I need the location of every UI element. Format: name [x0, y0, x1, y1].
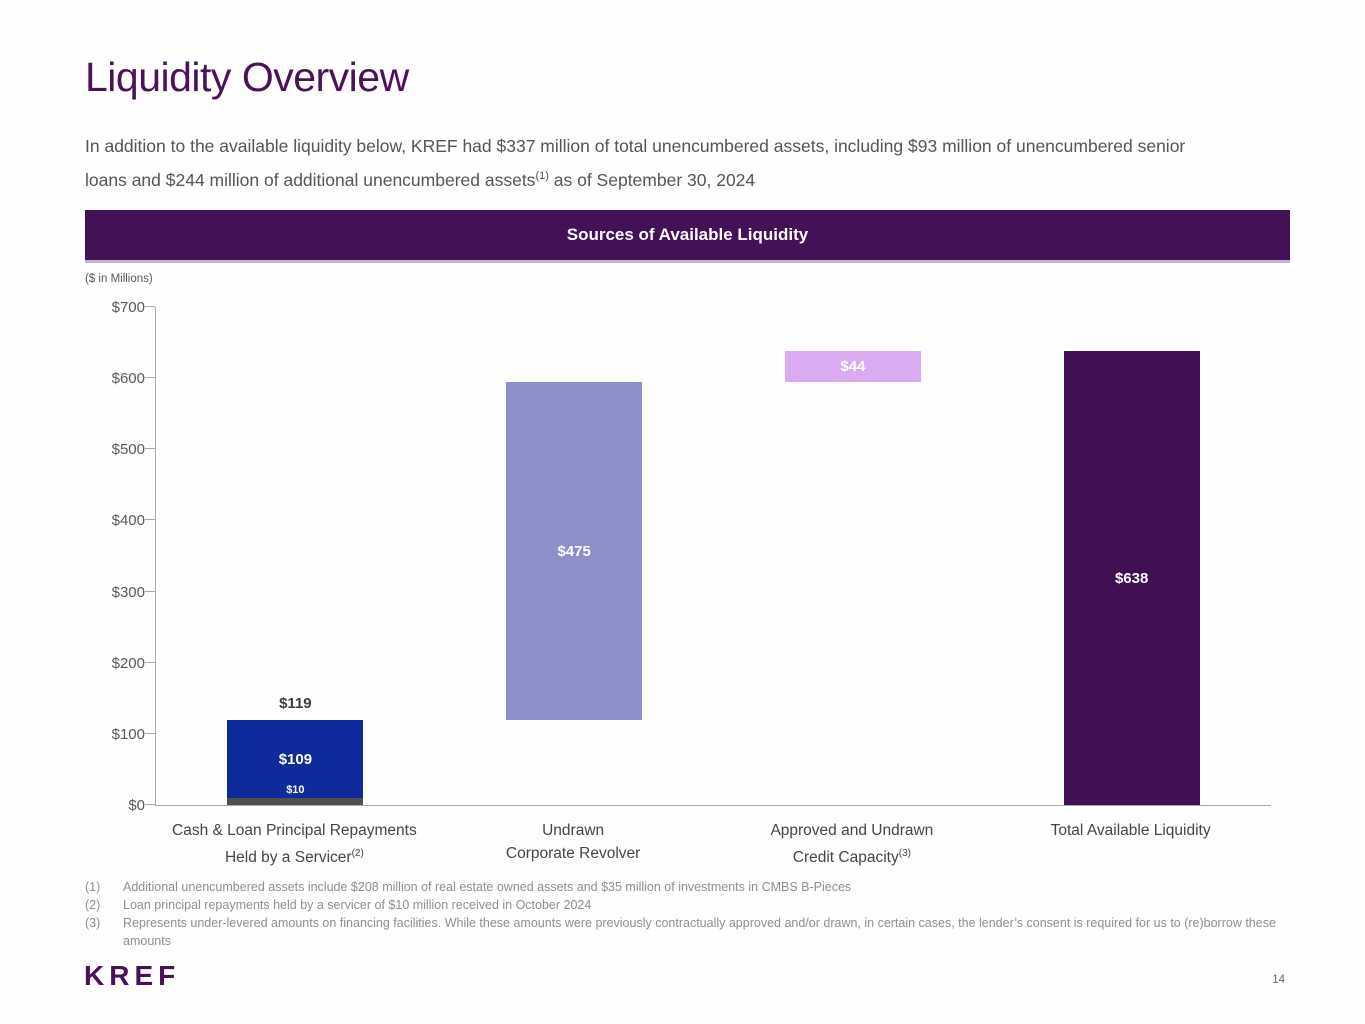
x-axis-category: Undrawn Corporate Revolver — [434, 819, 713, 869]
footnote-text: Additional unencumbered assets include $… — [123, 880, 852, 894]
y-tick-mark — [145, 804, 155, 805]
chart-banner-title: Sources of Available Liquidity — [566, 225, 809, 244]
footnote-number: (3) — [85, 916, 101, 930]
footnote-1: (1) Additional unencumbered assets inclu… — [85, 878, 1285, 896]
category-line: Approved and Undrawn — [770, 822, 934, 839]
y-tick-label: $600 — [111, 370, 145, 388]
units-label: ($ in Millions) — [85, 273, 153, 285]
bar-slot: $119 $10 $109 — [156, 307, 435, 805]
bar-segment: $475 — [506, 382, 643, 721]
footnote-text: Loan principal repayments held by a serv… — [123, 898, 592, 912]
bar-slot: $638 — [992, 307, 1271, 805]
category-line: Credit Capacity(3) — [792, 848, 911, 867]
page-title: Liquidity Overview — [85, 54, 409, 100]
y-tick-mark — [145, 732, 155, 734]
footnote-2: (2) Loan principal repayments held by a … — [85, 896, 1285, 914]
y-tick-mark — [145, 377, 155, 379]
bar-total-label: $119 — [279, 695, 312, 713]
intro-paragraph: In addition to the available liquidity b… — [85, 131, 1220, 195]
plot-area: $119 $10 $109 $475 $44 $638 — [155, 307, 1271, 806]
category-footnote-ref: (2) — [351, 848, 364, 859]
y-tick-label: $400 — [111, 512, 145, 530]
liquidity-chart: $0 $100 $200 $300 $400 $500 $600 $700 $119 $10 $1… — [85, 299, 1280, 866]
x-axis-labels: Cash & Loan Principal Repayments Held by … — [155, 819, 1270, 869]
y-tick-label: $300 — [111, 583, 145, 601]
bar-value-label: $109 — [278, 750, 313, 768]
bar: $638 — [1063, 351, 1200, 805]
category-line: Held by a Servicer(2) — [224, 848, 364, 867]
y-tick-label: $700 — [111, 299, 145, 316]
y-tick-mark — [145, 519, 155, 521]
x-axis-category: Total Available Liquidity — [991, 819, 1270, 869]
category-line: Cash & Loan Principal Repayments — [172, 822, 417, 839]
bar: $475 — [506, 382, 643, 721]
bar-value-label: $475 — [557, 542, 591, 560]
category-line: Total Available Liquidity — [1050, 822, 1211, 839]
footnote-number: (1) — [85, 880, 101, 894]
bar-segment: $638 — [1063, 351, 1200, 805]
intro-text-date: as of September 30, 2024 — [548, 169, 756, 190]
intro-text: In addition to the available liquidity b… — [85, 136, 1186, 190]
category-footnote-ref: (3) — [898, 848, 911, 859]
bar: $10 $109 — [227, 720, 364, 805]
bar-value-label: $638 — [1114, 569, 1149, 587]
y-tick-mark — [145, 306, 155, 307]
bar: $44 — [784, 351, 921, 383]
category-line: Undrawn — [542, 822, 605, 839]
footnote-3: (3) Represents under-levered amounts on … — [85, 914, 1285, 950]
bar-segment: $44 — [784, 351, 921, 383]
bar-slot: $475 — [435, 307, 714, 805]
y-tick-mark — [145, 590, 155, 592]
y-tick-mark — [145, 448, 155, 450]
footnote-ref-1: (1) — [535, 170, 549, 182]
x-axis-category: Approved and Undrawn Credit Capacity(3) — [713, 819, 992, 869]
bar-slot: $44 — [714, 307, 993, 805]
page-number: 14 — [1272, 974, 1285, 986]
footnote-text: Represents under-levered amounts on fina… — [123, 916, 1276, 948]
y-tick-mark — [145, 661, 155, 663]
y-tick-label: $500 — [111, 441, 145, 459]
chart-banner: Sources of Available Liquidity — [85, 210, 1290, 263]
kref-logo: KREF — [84, 960, 181, 991]
bar-segment: $109 — [227, 720, 364, 798]
bar-segment — [227, 797, 364, 805]
bar-value-label: $44 — [840, 358, 866, 376]
category-line: Corporate Revolver — [505, 845, 641, 862]
y-tick-label: $100 — [111, 725, 145, 743]
x-axis-category: Cash & Loan Principal Repayments Held by … — [155, 819, 434, 869]
bar-small-value-label: $10 — [286, 783, 305, 796]
footnotes: (1) Additional unencumbered assets inclu… — [85, 878, 1285, 950]
footnote-number: (2) — [85, 898, 101, 912]
y-axis: $0 $100 $200 $300 $400 $500 $600 $700 — [85, 299, 145, 814]
y-tick-label: $200 — [111, 654, 145, 672]
y-tick-label: $0 — [128, 797, 145, 814]
